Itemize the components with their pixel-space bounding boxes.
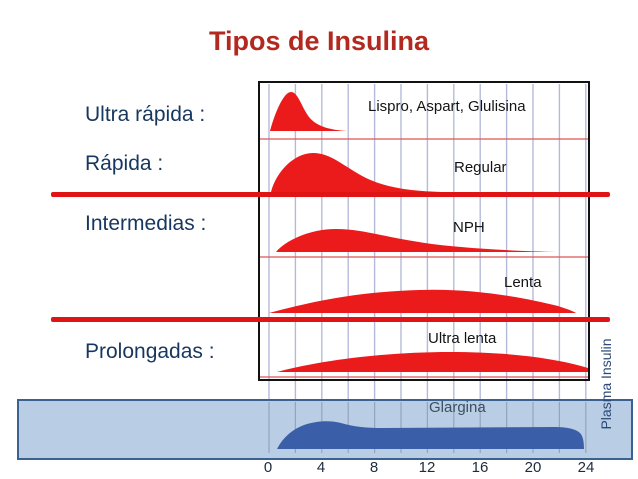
- x-tick-12: 12: [418, 459, 436, 476]
- curve-label-nph: NPH: [453, 219, 485, 236]
- x-tick-20: 20: [524, 459, 542, 476]
- x-tick-8: 8: [369, 459, 379, 476]
- page-title: Tipos de Insulina: [208, 26, 430, 56]
- divider-line-bottom: [51, 317, 610, 322]
- curve-label-ultra-lenta: Ultra lenta: [428, 330, 497, 347]
- curve-label-lispro: Lispro, Aspart, Glulisina: [368, 98, 526, 115]
- red-insulin-curves: [269, 92, 588, 372]
- curve-label-lenta: Lenta: [504, 274, 542, 291]
- x-tick-16: 16: [471, 459, 489, 476]
- chart-box-border: [258, 81, 590, 381]
- section-label-rapida: Rápida :: [85, 152, 164, 175]
- section-label-ultra-rapida: Ultra rápida :: [85, 103, 206, 126]
- curve-ultra-lenta: [277, 352, 588, 372]
- curve-lispro-aspart-glulisina: [270, 92, 347, 131]
- divider-line-top: [51, 192, 610, 197]
- x-tick-24: 24: [577, 459, 595, 476]
- curve-glargina: [277, 421, 584, 449]
- section-label-intermedias: Intermedias :: [85, 212, 207, 235]
- y-axis-label-plasma-insulin: Plasma Insulin: [598, 338, 614, 430]
- curve-regular: [271, 153, 441, 192]
- curve-nph: [276, 229, 556, 252]
- curve-lenta: [269, 289, 576, 313]
- curve-label-regular: Regular: [454, 159, 507, 176]
- x-tick-4: 4: [316, 459, 326, 476]
- section-divider-lines: [51, 192, 610, 322]
- curve-label-glargina: Glargina: [429, 399, 486, 416]
- section-label-prolongadas: Prolongadas :: [85, 340, 215, 363]
- row-baseline-lines: [260, 138, 588, 378]
- x-tick-0: 0: [263, 459, 273, 476]
